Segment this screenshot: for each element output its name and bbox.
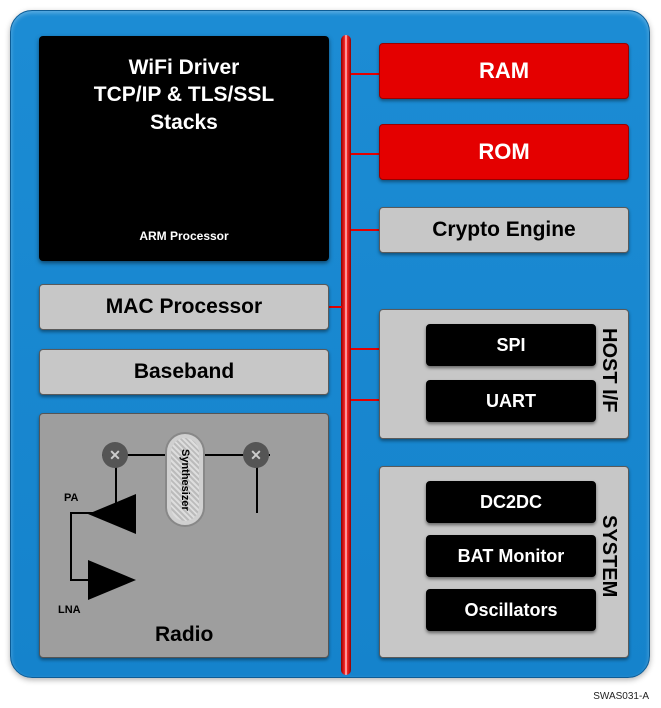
rom-block: ROM bbox=[379, 124, 629, 180]
spi-label: SPI bbox=[496, 335, 525, 356]
system-group: DC2DC BAT Monitor Oscillators SYSTEM bbox=[379, 466, 629, 658]
ram-label: RAM bbox=[479, 58, 529, 84]
baseband-block: Baseband bbox=[39, 349, 329, 395]
radio-block: Synthesizer PA LNA Radio bbox=[39, 413, 329, 658]
dc2dc-block: DC2DC bbox=[426, 481, 596, 523]
proc-title-1: WiFi Driver bbox=[129, 56, 240, 79]
crypto-block: Crypto Engine bbox=[379, 207, 629, 253]
host-if-group: SPI UART HOST I/F bbox=[379, 309, 629, 439]
baseband-label: Baseband bbox=[134, 360, 234, 384]
proc-title-3: Stacks bbox=[150, 111, 218, 134]
synthesizer-block: Synthesizer bbox=[165, 432, 205, 527]
osc-label: Oscillators bbox=[464, 600, 557, 621]
lna-label: LNA bbox=[58, 604, 81, 616]
synth-label: Synthesizer bbox=[179, 449, 191, 511]
bat-label: BAT Monitor bbox=[458, 546, 565, 567]
doc-id: SWAS031-A bbox=[593, 691, 649, 702]
bus-tap bbox=[351, 229, 381, 231]
mac-label: MAC Processor bbox=[106, 295, 262, 319]
spi-block: SPI bbox=[426, 324, 596, 366]
bus-tap bbox=[351, 73, 381, 75]
pa-amp-icon bbox=[88, 494, 136, 534]
lna-amp-icon bbox=[88, 560, 136, 600]
system-label: SYSTEM bbox=[597, 515, 620, 597]
central-bus bbox=[341, 35, 351, 675]
ram-block: RAM bbox=[379, 43, 629, 99]
proc-title-2: TCP/IP & TLS/SSL bbox=[94, 83, 274, 106]
proc-subtitle: ARM Processor bbox=[39, 229, 329, 243]
host-if-label: HOST I/F bbox=[597, 328, 620, 412]
uart-block: UART bbox=[426, 380, 596, 422]
radio-label: Radio bbox=[155, 623, 213, 647]
dc2dc-label: DC2DC bbox=[480, 492, 542, 513]
bus-tap bbox=[351, 153, 381, 155]
bus-tap bbox=[328, 306, 342, 308]
crypto-label: Crypto Engine bbox=[432, 218, 576, 242]
pa-label: PA bbox=[64, 492, 78, 504]
uart-label: UART bbox=[486, 391, 536, 412]
chip-outer: WiFi Driver TCP/IP & TLS/SSL Stacks ARM … bbox=[10, 10, 650, 678]
bat-monitor-block: BAT Monitor bbox=[426, 535, 596, 577]
wire bbox=[70, 512, 72, 581]
mixer-icon bbox=[102, 442, 128, 468]
mixer-icon bbox=[243, 442, 269, 468]
mac-processor-block: MAC Processor bbox=[39, 284, 329, 330]
oscillators-block: Oscillators bbox=[426, 589, 596, 631]
arm-processor-block: WiFi Driver TCP/IP & TLS/SSL Stacks ARM … bbox=[39, 36, 329, 261]
rom-label: ROM bbox=[478, 139, 529, 165]
